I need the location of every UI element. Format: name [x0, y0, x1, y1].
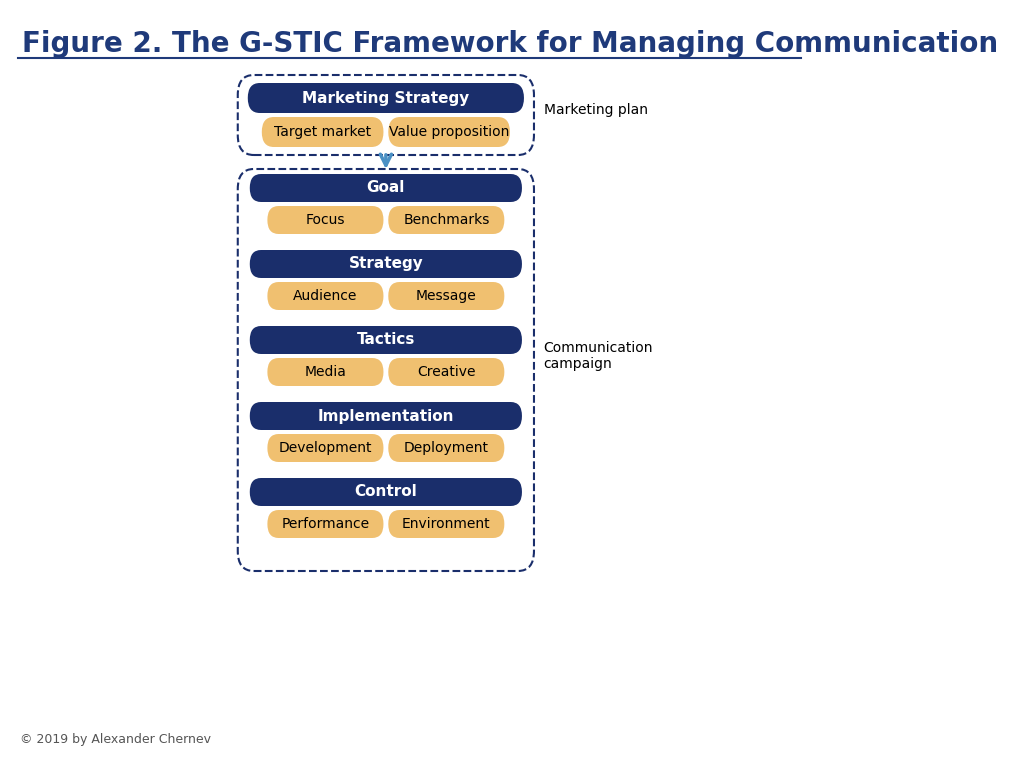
FancyBboxPatch shape [267, 206, 383, 234]
FancyBboxPatch shape [267, 358, 383, 386]
Text: Focus: Focus [306, 213, 345, 227]
Text: Environment: Environment [402, 517, 490, 531]
FancyBboxPatch shape [250, 402, 522, 430]
FancyBboxPatch shape [388, 117, 510, 147]
FancyBboxPatch shape [250, 174, 522, 202]
Text: Development: Development [279, 441, 372, 455]
Text: Value proposition: Value proposition [389, 125, 509, 139]
Text: Goal: Goal [367, 180, 406, 196]
FancyBboxPatch shape [250, 326, 522, 354]
Text: Strategy: Strategy [348, 257, 423, 272]
Text: © 2019 by Alexander Chernev: © 2019 by Alexander Chernev [20, 733, 211, 746]
Text: Media: Media [304, 365, 346, 379]
FancyBboxPatch shape [267, 510, 383, 538]
FancyBboxPatch shape [250, 250, 522, 278]
Text: Tactics: Tactics [356, 333, 415, 347]
Text: Deployment: Deployment [403, 441, 488, 455]
FancyBboxPatch shape [388, 434, 505, 462]
Text: Communication
campaign: Communication campaign [544, 341, 653, 371]
FancyBboxPatch shape [267, 282, 383, 310]
FancyBboxPatch shape [267, 434, 383, 462]
FancyBboxPatch shape [388, 282, 505, 310]
FancyBboxPatch shape [388, 358, 505, 386]
Text: Creative: Creative [417, 365, 475, 379]
Text: Figure 2. The G-STIC Framework for Managing Communication: Figure 2. The G-STIC Framework for Manag… [23, 30, 998, 58]
Text: Marketing Strategy: Marketing Strategy [302, 91, 469, 105]
Text: Control: Control [354, 485, 417, 499]
Text: Implementation: Implementation [317, 409, 454, 423]
Text: Audience: Audience [293, 289, 357, 303]
FancyBboxPatch shape [248, 83, 524, 113]
Text: Benchmarks: Benchmarks [403, 213, 489, 227]
FancyBboxPatch shape [388, 510, 505, 538]
Text: Message: Message [416, 289, 477, 303]
Text: Target market: Target market [274, 125, 371, 139]
FancyBboxPatch shape [250, 478, 522, 506]
FancyBboxPatch shape [262, 117, 383, 147]
Text: Marketing plan: Marketing plan [544, 103, 647, 117]
FancyBboxPatch shape [388, 206, 505, 234]
Text: Performance: Performance [282, 517, 370, 531]
